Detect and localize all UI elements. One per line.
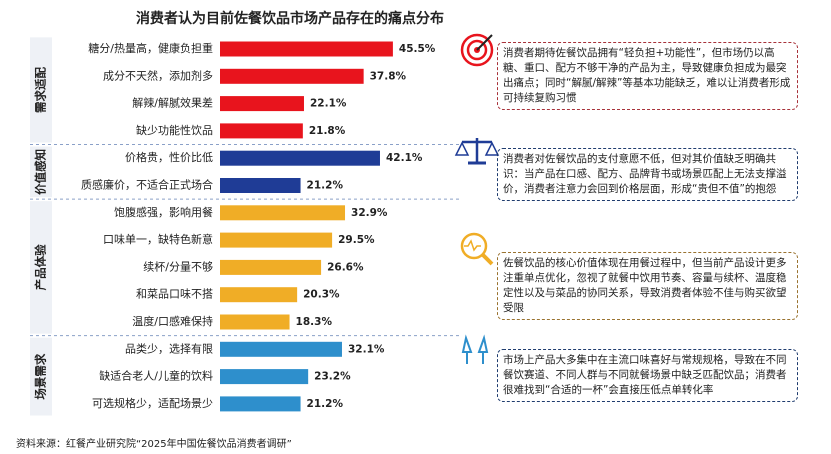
annotation-box: 消费者对佐餐饮品的支付意愿不低，但对其价值缺乏明确共识：当产品在口感、配方、品牌… <box>497 148 798 201</box>
category-label: 糖分/热量高，健康负担重 <box>88 41 213 55</box>
bar <box>220 150 380 166</box>
bar <box>220 123 303 139</box>
annotation-box: 市场上产品大多集中在主流口味喜好与常规规格，导致在不同餐饮赛道、不同人群与不同就… <box>497 349 798 402</box>
value-label: 26.6% <box>327 261 364 273</box>
category-label: 续杯/分量不够 <box>143 259 213 273</box>
bar <box>220 341 342 357</box>
value-label: 21.8% <box>309 125 346 137</box>
value-label: 18.3% <box>296 316 333 328</box>
icons <box>454 33 500 364</box>
value-label: 37.8% <box>370 70 407 82</box>
category-label: 饱腹感强，影响用餐 <box>114 205 213 219</box>
group-band <box>30 146 52 198</box>
bar <box>220 396 301 412</box>
category-label: 缺少功能性饮品 <box>136 123 213 137</box>
value-label: 20.3% <box>303 289 340 301</box>
annotation-box: 佐餐饮品的核心价值体现在用餐过程中，但当前产品设计更多注重单点优化，忽视了就餐中… <box>497 252 798 320</box>
bar <box>220 205 346 221</box>
group-label: 产品体验 <box>34 244 48 290</box>
chart-title: 消费者认为目前佐餐饮品市场产品存在的痛点分布 <box>136 10 444 27</box>
bar <box>220 287 298 303</box>
value-label: 45.5% <box>399 43 436 55</box>
group-band <box>30 201 52 334</box>
bar <box>220 178 301 193</box>
bar <box>220 259 322 275</box>
value-label: 22.1% <box>310 98 347 110</box>
category-label: 温度/口感难保持 <box>132 314 213 328</box>
category-label: 价格贵，性价比低 <box>125 150 213 164</box>
group-label: 需求适配 <box>34 66 48 112</box>
value-label: 21.2% <box>307 180 344 192</box>
group-band <box>30 37 52 143</box>
group-band <box>30 337 52 416</box>
category-label: 品类少，选择有限 <box>125 341 213 355</box>
category-label: 解辣/解腻效果差 <box>132 96 213 110</box>
value-label: 23.2% <box>314 371 351 383</box>
category-label: 口味单一，缺特色新意 <box>103 232 213 246</box>
bar <box>220 232 333 248</box>
category-label: 缺适合老人/儿童的饮料 <box>99 369 213 383</box>
value-label: 21.2% <box>307 398 344 410</box>
group-label: 场景需求 <box>34 353 48 399</box>
bar <box>220 68 364 84</box>
group-label: 价值感知 <box>34 149 48 195</box>
value-label: 29.5% <box>338 234 375 246</box>
value-label: 32.9% <box>351 207 388 219</box>
category-label: 和菜品口味不搭 <box>136 288 213 301</box>
bar <box>220 314 290 330</box>
bar <box>220 41 393 57</box>
annotation-box: 消费者期待佐餐饮品拥有“轻负担+功能性”，但市场仍以高糖、重口、配方不够干净的产… <box>497 42 798 110</box>
category-label: 质感廉价，不适合正式场合 <box>81 178 213 192</box>
category-label: 可选规格少，适配场景少 <box>92 396 213 410</box>
value-label: 32.1% <box>348 343 385 355</box>
bar <box>220 369 309 385</box>
source-note: 资料来源：红餐产业研究院“2025年中国佐餐饮品消费者调研” <box>16 437 292 450</box>
value-label: 42.1% <box>386 152 423 164</box>
category-label: 成分不天然，添加剂多 <box>103 68 213 82</box>
bar <box>220 96 304 112</box>
